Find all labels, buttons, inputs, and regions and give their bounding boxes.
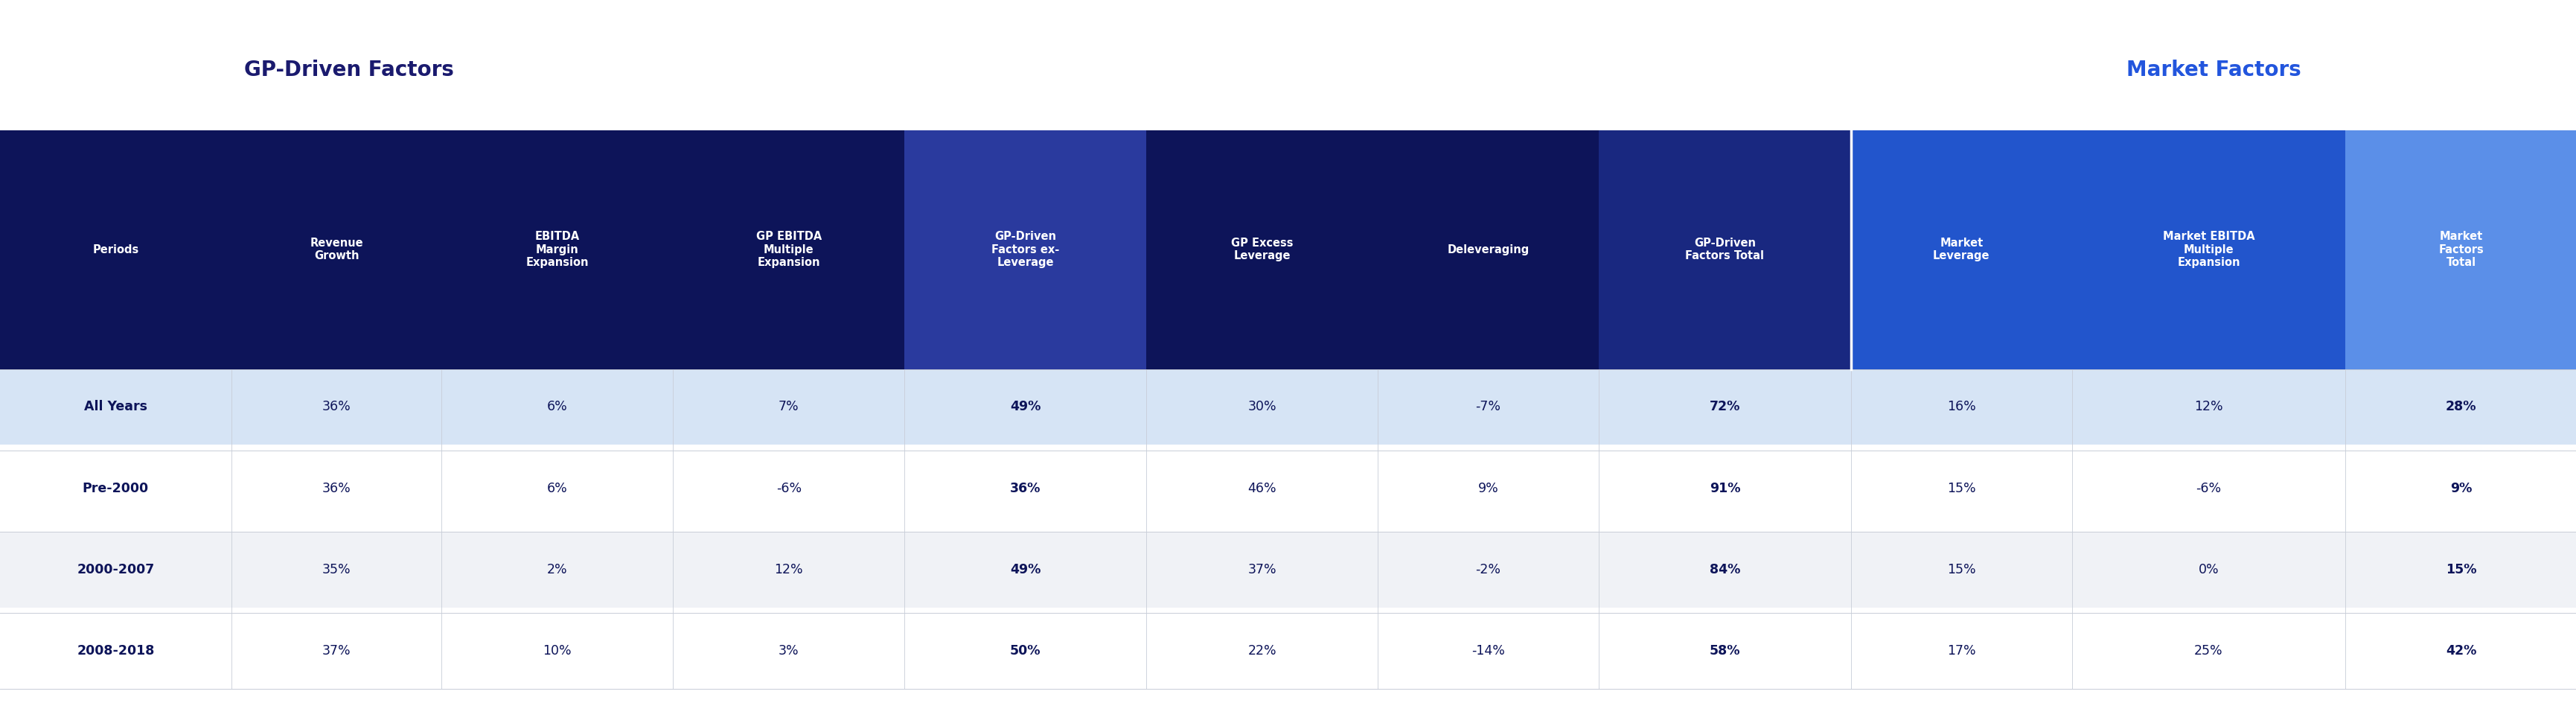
Bar: [1597, 130, 1850, 369]
Text: Deleveraging: Deleveraging: [1448, 244, 1528, 255]
Text: 42%: 42%: [2445, 645, 2476, 658]
Text: 2008-2018: 2008-2018: [77, 645, 155, 658]
Text: 15%: 15%: [1947, 482, 1976, 495]
Bar: [2344, 130, 2576, 369]
Text: GP-Driven
Factors Total: GP-Driven Factors Total: [1685, 238, 1765, 262]
Text: Market Factors: Market Factors: [2125, 60, 2300, 81]
Bar: [0, 532, 2576, 607]
Text: 50%: 50%: [1010, 645, 1041, 658]
Text: Market
Leverage: Market Leverage: [1932, 238, 1989, 262]
Bar: [1146, 130, 1378, 369]
Text: 36%: 36%: [1010, 482, 1041, 495]
Text: 12%: 12%: [775, 563, 804, 576]
Text: 36%: 36%: [322, 400, 350, 413]
Bar: [1850, 130, 2071, 369]
Text: GP EBITDA
Multiple
Expansion: GP EBITDA Multiple Expansion: [755, 231, 822, 268]
Bar: [232, 130, 440, 369]
Text: All Years: All Years: [85, 400, 147, 413]
Text: 25%: 25%: [2195, 645, 2223, 658]
Text: 35%: 35%: [322, 563, 350, 576]
Text: -6%: -6%: [2195, 482, 2221, 495]
Text: Revenue
Growth: Revenue Growth: [309, 238, 363, 262]
Bar: [0, 369, 2576, 445]
Text: 91%: 91%: [1708, 482, 1739, 495]
Bar: [0, 130, 232, 369]
Text: -2%: -2%: [1476, 563, 1499, 576]
Text: 17%: 17%: [1947, 645, 1976, 658]
Text: GP-Driven Factors: GP-Driven Factors: [245, 60, 453, 81]
Text: 9%: 9%: [1479, 482, 1499, 495]
Text: 22%: 22%: [1247, 645, 1275, 658]
Text: Market EBITDA
Multiple
Expansion: Market EBITDA Multiple Expansion: [2161, 231, 2254, 268]
Text: GP-Driven
Factors ex-
Leverage: GP-Driven Factors ex- Leverage: [992, 231, 1059, 268]
Text: 6%: 6%: [546, 400, 567, 413]
Bar: [2071, 130, 2344, 369]
Text: -14%: -14%: [1471, 645, 1504, 658]
Text: 36%: 36%: [322, 482, 350, 495]
Text: 58%: 58%: [1708, 645, 1739, 658]
Text: GP Excess
Leverage: GP Excess Leverage: [1231, 238, 1293, 262]
Text: 9%: 9%: [2450, 482, 2470, 495]
Text: 2000-2007: 2000-2007: [77, 563, 155, 576]
Text: 10%: 10%: [544, 645, 572, 658]
Text: 46%: 46%: [1247, 482, 1275, 495]
Text: -6%: -6%: [775, 482, 801, 495]
Text: 15%: 15%: [2445, 563, 2476, 576]
Text: 37%: 37%: [322, 645, 350, 658]
Text: 16%: 16%: [1947, 400, 1976, 413]
Text: 2%: 2%: [546, 563, 567, 576]
Text: 84%: 84%: [1708, 563, 1739, 576]
Text: -7%: -7%: [1476, 400, 1499, 413]
Text: 28%: 28%: [2445, 400, 2476, 413]
Text: 30%: 30%: [1247, 400, 1275, 413]
Text: Periods: Periods: [93, 244, 139, 255]
Bar: [1378, 130, 1597, 369]
Text: 72%: 72%: [1708, 400, 1739, 413]
Bar: [672, 130, 904, 369]
Bar: [0, 613, 2576, 689]
Text: 37%: 37%: [1247, 563, 1275, 576]
Text: 6%: 6%: [546, 482, 567, 495]
Text: 7%: 7%: [778, 400, 799, 413]
Bar: [0, 451, 2576, 526]
Bar: [904, 130, 1146, 369]
Text: 12%: 12%: [2195, 400, 2223, 413]
Text: Pre-2000: Pre-2000: [82, 482, 149, 495]
Text: 49%: 49%: [1010, 563, 1041, 576]
Text: Market
Factors
Total: Market Factors Total: [2437, 231, 2483, 268]
Text: 3%: 3%: [778, 645, 799, 658]
Text: 15%: 15%: [1947, 563, 1976, 576]
Text: EBITDA
Margin
Expansion: EBITDA Margin Expansion: [526, 231, 590, 268]
Bar: [440, 130, 672, 369]
Text: 0%: 0%: [2197, 563, 2218, 576]
Text: 49%: 49%: [1010, 400, 1041, 413]
